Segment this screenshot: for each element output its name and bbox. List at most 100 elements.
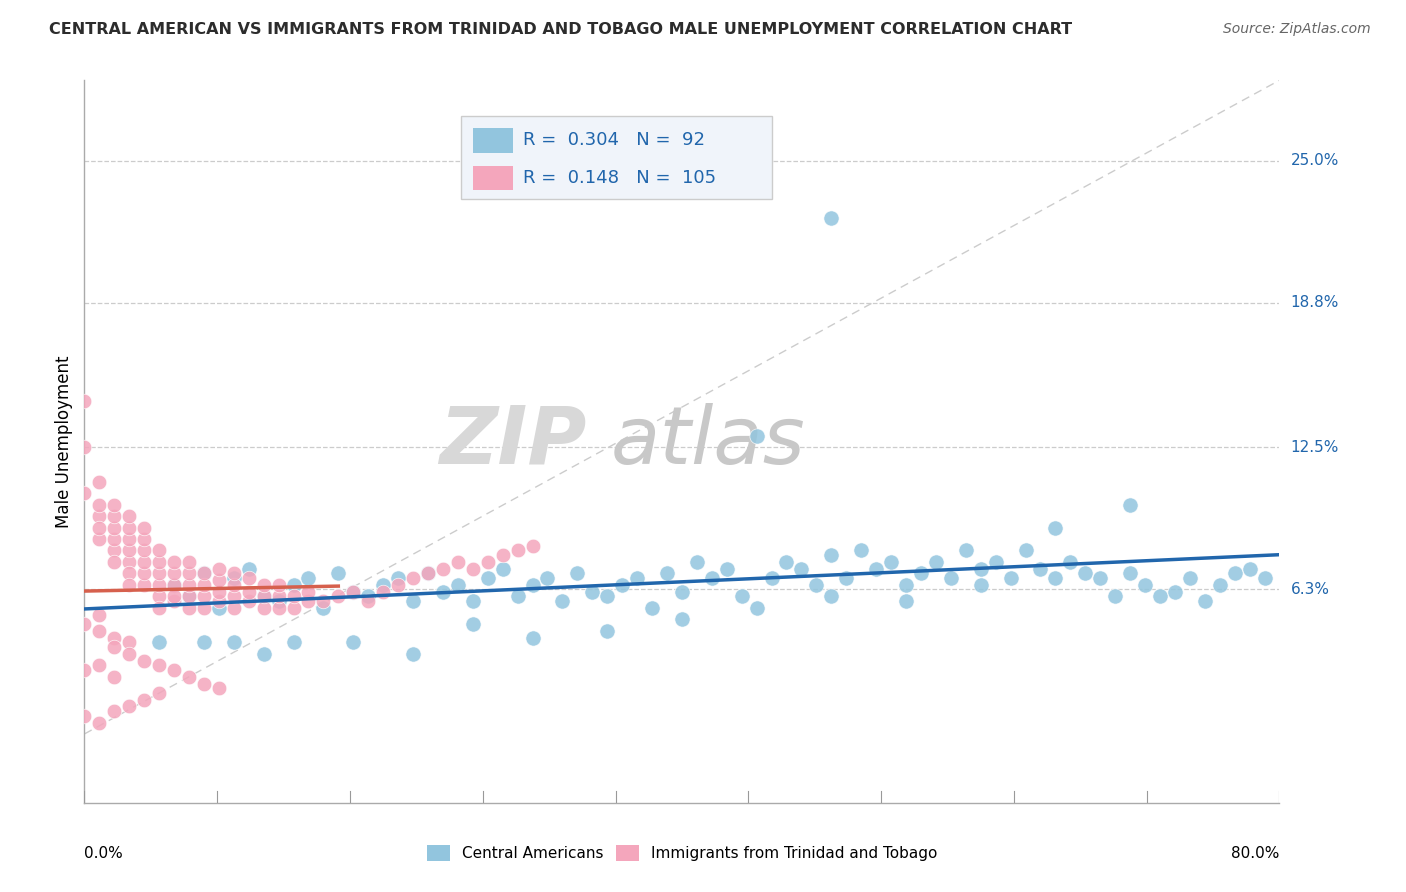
Point bbox=[447, 555, 470, 569]
Point bbox=[103, 520, 125, 534]
Text: R =  0.148   N =  105: R = 0.148 N = 105 bbox=[523, 169, 716, 186]
Point bbox=[820, 590, 842, 604]
Point bbox=[1045, 520, 1067, 534]
Point bbox=[267, 590, 290, 604]
Point bbox=[641, 600, 664, 615]
Point bbox=[894, 578, 917, 592]
Point bbox=[506, 590, 529, 604]
Point bbox=[208, 600, 231, 615]
Point bbox=[297, 571, 319, 585]
Point bbox=[103, 555, 125, 569]
Point bbox=[132, 692, 156, 706]
Point bbox=[177, 590, 200, 604]
Point bbox=[1000, 571, 1022, 585]
Point bbox=[238, 571, 260, 585]
Point bbox=[89, 607, 111, 622]
Point bbox=[790, 562, 813, 576]
Point bbox=[193, 590, 215, 604]
Point bbox=[416, 566, 439, 581]
Point bbox=[89, 715, 111, 730]
FancyBboxPatch shape bbox=[472, 166, 513, 190]
Text: CENTRAL AMERICAN VS IMMIGRANTS FROM TRINIDAD AND TOBAGO MALE UNEMPLOYMENT CORREL: CENTRAL AMERICAN VS IMMIGRANTS FROM TRIN… bbox=[49, 22, 1073, 37]
FancyBboxPatch shape bbox=[472, 128, 513, 153]
Point bbox=[89, 509, 111, 524]
Point bbox=[312, 600, 335, 615]
Point bbox=[671, 612, 693, 626]
Text: 80.0%: 80.0% bbox=[1232, 847, 1279, 861]
Point bbox=[163, 578, 186, 592]
Point bbox=[73, 616, 96, 631]
Point bbox=[283, 590, 305, 604]
Point bbox=[177, 670, 200, 684]
Point bbox=[89, 624, 111, 638]
Point bbox=[222, 590, 245, 604]
Point bbox=[132, 578, 156, 592]
Point bbox=[103, 670, 125, 684]
Point bbox=[163, 566, 186, 581]
Point bbox=[432, 584, 454, 599]
Point bbox=[132, 654, 156, 668]
Point bbox=[328, 590, 350, 604]
Text: 6.3%: 6.3% bbox=[1291, 582, 1330, 597]
Point bbox=[148, 635, 170, 649]
Point bbox=[402, 594, 425, 608]
Point bbox=[880, 555, 903, 569]
Point bbox=[193, 566, 215, 581]
Point bbox=[283, 635, 305, 649]
Point bbox=[477, 555, 499, 569]
Point bbox=[851, 543, 873, 558]
Point bbox=[193, 676, 215, 690]
Point bbox=[222, 578, 245, 592]
Point bbox=[163, 578, 186, 592]
Point bbox=[208, 574, 231, 588]
Point bbox=[1253, 571, 1275, 585]
Point bbox=[894, 594, 917, 608]
Point bbox=[148, 590, 170, 604]
Point bbox=[208, 681, 231, 695]
Text: 25.0%: 25.0% bbox=[1291, 153, 1339, 168]
Point bbox=[73, 394, 96, 409]
Point bbox=[1149, 590, 1171, 604]
Point bbox=[118, 578, 141, 592]
Point bbox=[910, 566, 932, 581]
Point bbox=[148, 543, 170, 558]
Point bbox=[461, 594, 484, 608]
Point bbox=[73, 708, 96, 723]
Point bbox=[357, 594, 380, 608]
Point bbox=[148, 600, 170, 615]
Point bbox=[970, 578, 993, 592]
Point bbox=[118, 520, 141, 534]
Text: ZIP: ZIP bbox=[439, 402, 586, 481]
Point bbox=[177, 590, 200, 604]
Point bbox=[536, 571, 558, 585]
Point bbox=[148, 658, 170, 673]
Point bbox=[132, 543, 156, 558]
Legend: Central Americans, Immigrants from Trinidad and Tobago: Central Americans, Immigrants from Trini… bbox=[420, 839, 943, 867]
Point bbox=[297, 594, 319, 608]
Point bbox=[253, 590, 276, 604]
Point bbox=[596, 590, 619, 604]
Point bbox=[522, 539, 544, 553]
Text: 12.5%: 12.5% bbox=[1291, 440, 1339, 455]
Point bbox=[89, 658, 111, 673]
Point bbox=[328, 566, 350, 581]
Point bbox=[208, 562, 231, 576]
Point bbox=[1178, 571, 1201, 585]
Point bbox=[193, 578, 215, 592]
Point bbox=[193, 600, 215, 615]
Point bbox=[177, 555, 200, 569]
Point bbox=[342, 584, 364, 599]
Point bbox=[89, 498, 111, 512]
FancyBboxPatch shape bbox=[461, 117, 772, 200]
Point bbox=[1074, 566, 1097, 581]
Point bbox=[222, 571, 245, 585]
Point bbox=[103, 543, 125, 558]
Point bbox=[283, 578, 305, 592]
Point bbox=[148, 566, 170, 581]
Point bbox=[73, 663, 96, 677]
Point bbox=[89, 532, 111, 546]
Point bbox=[103, 704, 125, 718]
Point bbox=[477, 571, 499, 585]
Point bbox=[1059, 555, 1081, 569]
Point bbox=[193, 635, 215, 649]
